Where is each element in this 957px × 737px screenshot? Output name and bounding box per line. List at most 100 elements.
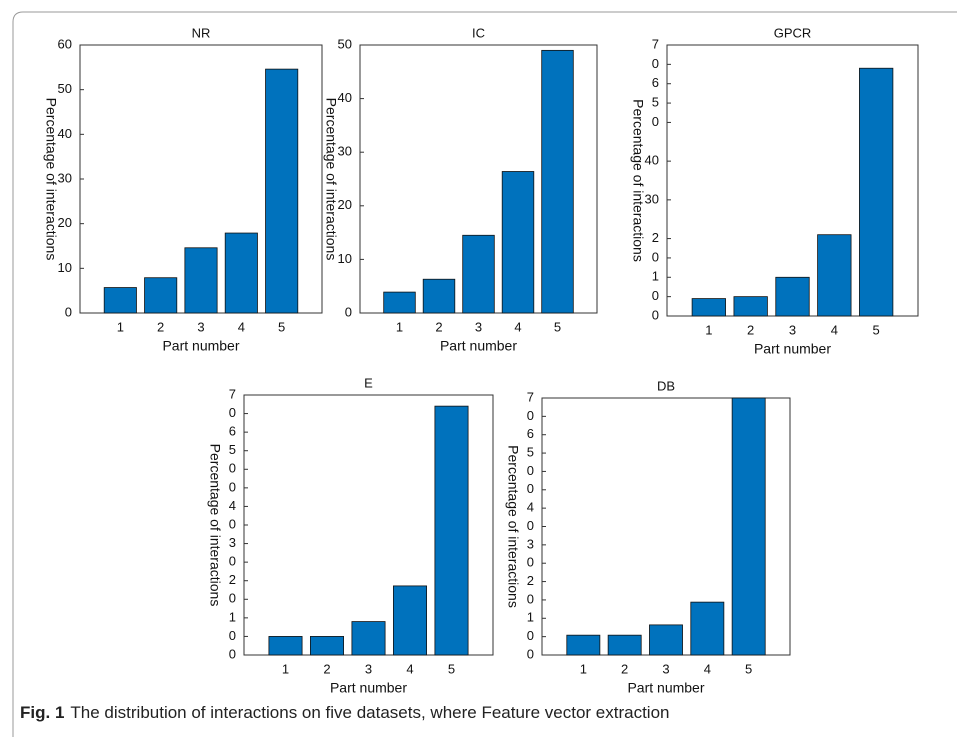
x-axis-label: Part number [162,338,239,354]
y-tick-label: 50 [338,36,352,51]
y-tick-label: 2 [527,573,534,588]
x-tick-label: 5 [873,322,880,337]
y-tick-label: 0 [652,288,659,303]
y-tick-label: 4 [527,500,534,515]
x-tick-label: 1 [580,661,587,676]
chart-title: GPCR [774,25,812,40]
y-tick-label: 0 [527,408,534,423]
x-tick-label: 4 [831,322,838,337]
bar [649,624,683,656]
y-tick-label: 1 [652,269,659,284]
y-tick-label: 0 [527,646,534,661]
x-tick-label: 2 [435,319,442,334]
bar [224,232,258,314]
y-tick-label: 30 [645,191,659,206]
y-tick-label: 0 [229,461,236,476]
x-tick-label: 4 [704,661,711,676]
bar [351,621,386,656]
x-tick-label: 2 [621,661,628,676]
y-tick-label: 7 [652,36,659,51]
y-tick-label: 10 [58,260,72,275]
y-tick-label: 40 [58,126,72,141]
bar [733,296,768,317]
caption-text: The distribution of interactions on five… [70,703,670,722]
bar [817,234,852,317]
bar [859,67,894,317]
y-tick-label: 20 [338,197,352,212]
y-axis-label: Percentage of interactions [505,445,521,608]
y-tick-label: 6 [527,426,534,441]
bar [392,585,427,656]
bar [144,277,178,314]
y-tick-label: 20 [58,215,72,230]
bar [607,634,642,656]
x-tick-label: 5 [448,661,455,676]
x-tick-label: 4 [406,661,413,676]
y-tick-label: 3 [527,536,534,551]
y-tick-label: 0 [65,304,72,319]
y-tick-label: 7 [527,389,534,404]
y-tick-label: 30 [338,144,352,159]
y-tick-label: 6 [229,424,236,439]
caption-label: Fig. 1 [20,703,65,722]
x-axis-label: Part number [440,338,517,354]
y-tick-label: 0 [527,463,534,478]
y-tick-label: 0 [229,479,236,494]
x-tick-label: 1 [117,319,124,334]
bar [103,287,137,314]
x-axis-label: Part number [754,341,831,357]
bar [462,234,495,314]
y-tick-label: 3 [229,535,236,550]
y-tick-label: 5 [527,445,534,460]
bar [184,247,218,314]
bar [501,171,535,314]
bar [690,601,725,656]
y-tick-label: 0 [229,405,236,420]
y-tick-label: 2 [652,230,659,245]
y-tick-label: 7 [229,386,236,401]
x-tick-label: 3 [475,319,482,334]
y-axis-label: Percentage of interactions [630,99,646,262]
x-tick-label: 4 [514,319,521,334]
x-tick-label: 3 [365,661,372,676]
y-tick-label: 0 [229,516,236,531]
y-tick-label: 2 [229,572,236,587]
y-tick-label: 0 [229,628,236,643]
x-tick-label: 1 [705,322,712,337]
x-tick-label: 3 [197,319,204,334]
y-tick-label: 50 [58,81,72,96]
x-axis-label: Part number [627,680,704,696]
x-tick-label: 2 [157,319,164,334]
y-tick-label: 10 [338,251,352,266]
y-tick-label: 0 [229,646,236,661]
y-tick-label: 40 [338,90,352,105]
chart-title: DB [657,378,675,393]
y-tick-label: 4 [229,498,236,513]
y-tick-label: 0 [652,249,659,264]
x-tick-label: 3 [662,661,669,676]
y-tick-label: 0 [229,591,236,606]
y-tick-label: 60 [58,36,72,51]
y-tick-label: 0 [527,481,534,496]
y-tick-label: 40 [645,153,659,168]
y-tick-label: 5 [652,95,659,110]
y-tick-label: 0 [527,591,534,606]
x-tick-label: 4 [238,319,245,334]
bar [268,636,303,656]
bar [265,68,299,314]
y-tick-label: 6 [652,75,659,90]
caption: Fig. 1 The distribution of interactions o… [20,703,670,723]
bar [566,634,601,656]
y-tick-label: 5 [229,442,236,457]
y-tick-label: 0 [652,56,659,71]
y-axis-label: Percentage of interactions [43,98,59,261]
y-axis-label: Percentage of interactions [323,98,339,261]
y-tick-label: 0 [229,554,236,569]
chart-title: IC [472,25,485,40]
x-tick-label: 5 [554,319,561,334]
x-tick-label: 1 [282,661,289,676]
y-tick-label: 1 [527,610,534,625]
x-tick-label: 2 [323,661,330,676]
